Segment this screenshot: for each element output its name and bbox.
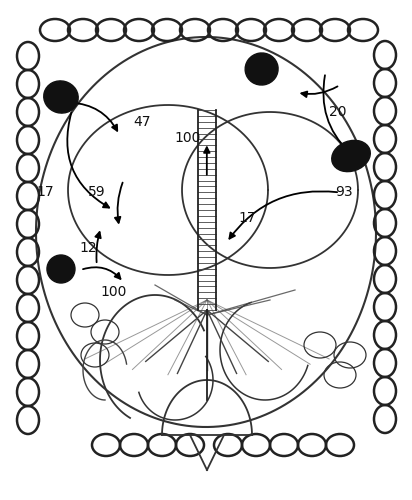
- Ellipse shape: [332, 140, 370, 172]
- Text: 47: 47: [133, 116, 151, 130]
- Text: 12: 12: [80, 240, 97, 254]
- Ellipse shape: [47, 255, 75, 283]
- Text: 17: 17: [239, 210, 256, 224]
- Text: 17: 17: [37, 186, 54, 200]
- Ellipse shape: [245, 53, 278, 85]
- Text: 20: 20: [329, 106, 346, 120]
- Text: 93: 93: [335, 186, 353, 200]
- Text: 100: 100: [100, 286, 126, 300]
- Text: 59: 59: [88, 186, 105, 200]
- Text: 100: 100: [174, 130, 201, 144]
- Ellipse shape: [44, 81, 78, 113]
